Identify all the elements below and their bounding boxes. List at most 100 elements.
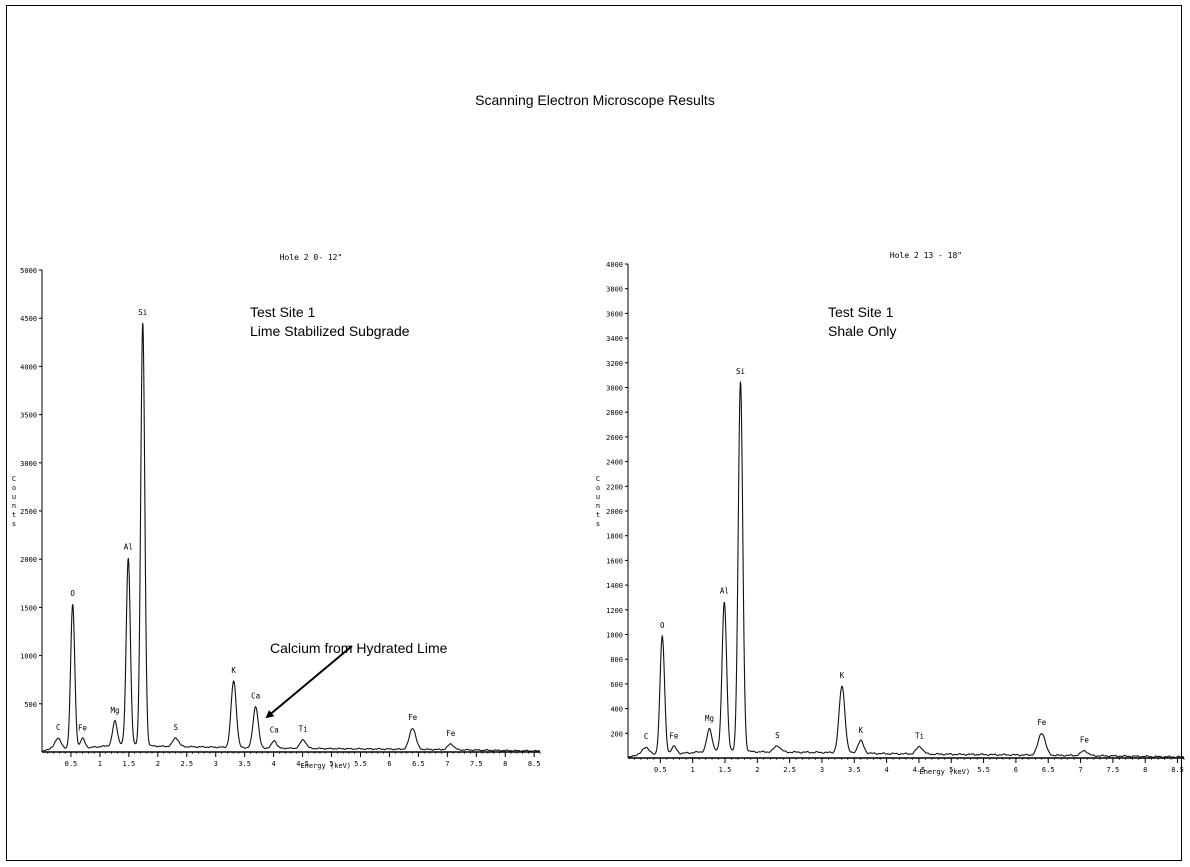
chart-1-y-tick-label: 3000 — [606, 385, 623, 393]
chart-1-y-tick-label: 4000 — [606, 261, 623, 269]
chart-1-y-tick-label: 400 — [610, 706, 623, 714]
chart-1-peak-label: Fe — [1037, 718, 1047, 727]
chart-0-spectrum-line — [41, 322, 541, 753]
chart-0-x-tick-label: 4.5 — [296, 760, 309, 768]
chart-1-y-tick-label: 2000 — [606, 508, 623, 516]
chart-1-title: Hole 2 13 - 18" — [890, 251, 962, 260]
chart-1-x-tick-label: 6 — [1014, 766, 1018, 774]
chart-0-y-label-letter: n — [12, 502, 16, 510]
chart-1-x-tick-label: 1.5 — [719, 766, 732, 774]
chart-0-y-label-letter: t — [12, 511, 16, 519]
chart-1-x-tick-label: 6.5 — [1042, 766, 1055, 774]
chart-0-peak-label: Ti — [299, 725, 308, 734]
chart-1-y-label-letter: n — [596, 502, 600, 510]
calcium-annotation-text: Calcium from Hydrated Lime — [270, 640, 448, 656]
chart-0-x-tick-label: 5.5 — [354, 760, 367, 768]
chart-1-peak-label: K — [840, 671, 845, 680]
chart-1-peak-label: O — [660, 621, 665, 630]
chart-1-x-tick-label: 2.5 — [783, 766, 796, 774]
chart-1-peak-label: C — [644, 732, 649, 741]
chart-1-peak-label: Fe — [669, 731, 679, 740]
chart-0-y-tick-label: 2500 — [20, 508, 37, 516]
spectrum-chart-shale-only: Hole 2 13 - 18" Test Site 1 Shale Only 200 4… — [596, 251, 1185, 776]
chart-0-x-tick-label: 1 — [98, 760, 102, 768]
chart-0-caption-line: Test Site 1 — [250, 304, 316, 320]
chart-0-peak-label: C — [56, 723, 61, 732]
chart-0-y-tick-label: 4000 — [20, 363, 37, 371]
chart-1-x-tick-label: 3.5 — [848, 766, 861, 774]
chart-1-y-tick-label: 1600 — [606, 557, 623, 565]
chart-0-y-tick-label: 4500 — [20, 315, 37, 323]
chart-0-peak-label: Fe — [446, 729, 456, 738]
chart-1-x-label: Energy (keV) — [920, 768, 971, 776]
chart-0-y-tick-label: 5000 — [20, 267, 37, 275]
chart-1-x-tick-label: 5 — [949, 766, 953, 774]
chart-0-y-tick-label: 2000 — [20, 556, 37, 564]
chart-1-y-tick-label: 1200 — [606, 607, 623, 615]
chart-1-y-label-letter: s — [596, 520, 600, 528]
calcium-annotation-arrow — [265, 645, 353, 719]
chart-0-peak-label: Fe — [408, 713, 418, 722]
chart-1-peak-label: Si — [736, 367, 745, 376]
chart-0-peak-label: Ca — [251, 691, 260, 700]
chart-1-y-tick-label: 2800 — [606, 409, 623, 417]
chart-1-x-tick-label: 0.5 — [654, 766, 667, 774]
chart-1-x-tick-label: 4 — [884, 766, 888, 774]
chart-0-y-label-letter: C — [12, 475, 16, 483]
chart-0-y-tick-label: 3500 — [20, 412, 37, 420]
chart-0-x-tick-label: 3 — [214, 760, 218, 768]
chart-1-y-label-letter: u — [596, 493, 600, 501]
chart-1-y-tick-label: 2200 — [606, 483, 623, 491]
chart-0-y-tick-label: 3000 — [20, 460, 37, 468]
chart-1-x-tick-label: 4.5 — [913, 766, 926, 774]
chart-1-y-tick-label: 3200 — [606, 360, 623, 368]
chart-1-y-tick-label: 3400 — [606, 335, 623, 343]
chart-1-x-tick-label: 7.5 — [1107, 766, 1120, 774]
chart-0-x-tick-label: 1.5 — [123, 760, 136, 768]
chart-1-y-tick-label: 600 — [610, 681, 623, 689]
chart-0-x-tick-label: 2 — [156, 760, 160, 768]
chart-0-peak-label: Al — [124, 543, 133, 552]
chart-1-y-label-letter: t — [596, 511, 600, 519]
chart-0-peak-label: Mg — [110, 706, 119, 715]
chart-0-x-tick-label: 3.5 — [238, 760, 251, 768]
chart-1-x-tick-label: 8.5 — [1171, 766, 1184, 774]
chart-0-y-tick-label: 500 — [24, 701, 37, 709]
chart-0-x-tick-label: 7.5 — [470, 760, 483, 768]
chart-1-y-tick-label: 1400 — [606, 582, 623, 590]
chart-1-x-tick-label: 7 — [1078, 766, 1082, 774]
chart-0-x-tick-label: 6.5 — [412, 760, 425, 768]
chart-1-spectrum-line — [627, 381, 1185, 759]
chart-0-peak-label: Si — [138, 308, 147, 317]
chart-1-y-label-letter: C — [596, 475, 600, 483]
chart-0-x-tick-label: 7 — [445, 760, 449, 768]
spectrum-chart-lime-stabilized: Hole 2 0- 12" Test Site 1 Lime Stabilized … — [12, 253, 541, 770]
chart-1-caption-line: Test Site 1 — [828, 304, 894, 320]
chart-0-peak-label: O — [70, 589, 75, 598]
chart-0-x-tick-label: 6 — [387, 760, 391, 768]
chart-1-y-tick-label: 200 — [610, 730, 623, 738]
chart-0-x-tick-label: 5 — [329, 760, 333, 768]
chart-1-y-tick-label: 2400 — [606, 459, 623, 467]
chart-1-y-label-letter: o — [596, 484, 600, 492]
chart-1-peak-label: Fe — [1080, 736, 1090, 745]
chart-0-peak-label: Fe — [78, 723, 88, 732]
chart-0-x-tick-label: 2.5 — [180, 760, 193, 768]
chart-0-y-tick-label: 1500 — [20, 604, 37, 612]
chart-0-y-label-letter: o — [12, 484, 16, 492]
chart-0-y-label-letter: s — [12, 520, 16, 528]
chart-0-x-label: Energy (keV) — [300, 762, 351, 770]
page-frame — [6, 5, 1182, 861]
page-title: Scanning Electron Microscope Results — [475, 92, 715, 108]
chart-1-y-tick-label: 3800 — [606, 286, 623, 294]
chart-0-peak-label: Ca — [270, 725, 279, 734]
chart-0-peak-label: K — [231, 666, 236, 675]
chart-1-x-tick-label: 2 — [755, 766, 759, 774]
chart-1-y-tick-label: 1000 — [606, 632, 623, 640]
chart-0-caption-line: Lime Stabilized Subgrade — [250, 323, 410, 339]
chart-0-y-label-letter: u — [12, 493, 16, 501]
chart-0-x-tick-label: 0.5 — [65, 760, 78, 768]
chart-1-x-tick-label: 8 — [1143, 766, 1147, 774]
chart-1-x-tick-label: 3 — [820, 766, 824, 774]
chart-0-x-tick-label: 8.5 — [528, 760, 541, 768]
